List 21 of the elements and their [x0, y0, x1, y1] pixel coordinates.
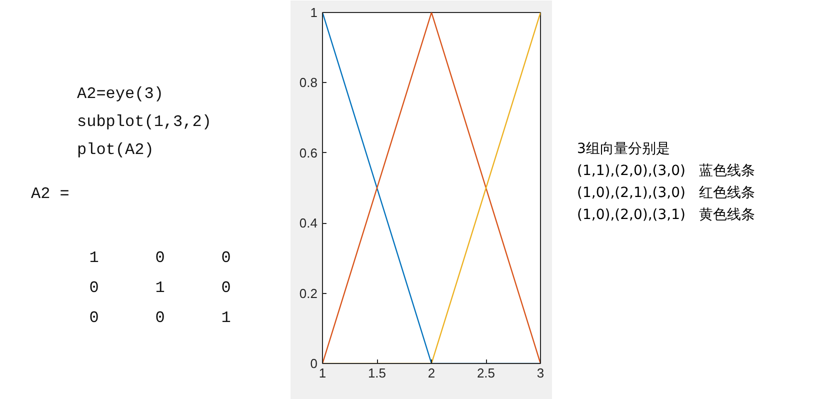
y-tick-label: 1 [310, 5, 318, 20]
y-tick-label: 0.6 [299, 145, 318, 160]
text: (1,0),(2,0),(3,1) 黄色线条 [577, 206, 755, 225]
x-tick-label: 3 [536, 366, 544, 380]
text: 3组向量分别是 [577, 140, 671, 159]
x-tick-label: 2.5 [476, 366, 496, 380]
y-tick-label: 0.4 [299, 216, 318, 231]
text: (1,1),(2,0),(3,0) 蓝色线条 [577, 162, 755, 181]
text: plot(A2) [77, 140, 155, 161]
text: A2=eye(3) [77, 84, 164, 105]
text: 1 0 0 [89, 248, 231, 267]
y-tick-label: 0.2 [299, 286, 318, 301]
text: subplot(1,3,2) [77, 112, 212, 133]
y-tick-label: 0.8 [299, 75, 318, 90]
text: (1,0),(2,1),(3,0) 红色线条 [577, 184, 755, 203]
x-tick-label: 2 [428, 366, 436, 380]
x-tick-label: 1.5 [368, 366, 386, 380]
text: 0 1 0 [89, 278, 231, 297]
y-tick-label: 0 [310, 356, 318, 371]
text: A2 = [31, 184, 70, 205]
text: 0 0 1 [89, 308, 231, 327]
